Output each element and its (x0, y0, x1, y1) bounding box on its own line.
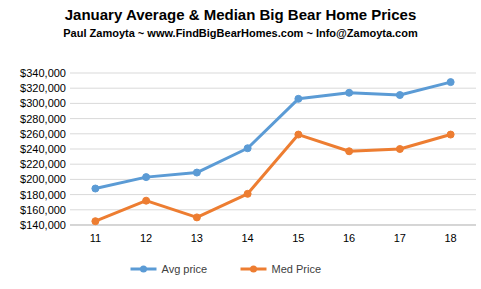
legend-label: Med Price (272, 263, 322, 275)
grid-line (70, 133, 476, 134)
subtitle: Paul Zamoyta ~ www.FindBigBearHomes.com … (63, 27, 418, 39)
legend-marker (250, 266, 257, 273)
y-tick-label: $200,000 (20, 173, 66, 185)
y-tick-label: $300,000 (20, 97, 66, 109)
x-tick-label: 18 (445, 232, 457, 244)
grid-line (70, 149, 476, 150)
grid-line (70, 194, 476, 195)
point (396, 146, 403, 153)
point (396, 92, 403, 99)
series-line (95, 135, 450, 222)
grid-line (70, 118, 476, 119)
chart: January Average & Median Big Bear Home P… (0, 0, 481, 289)
point (92, 185, 99, 192)
legend-marker (140, 266, 147, 273)
x-axis (70, 225, 476, 226)
title: January Average & Median Big Bear Home P… (65, 6, 417, 23)
x-tick-label: 17 (394, 232, 406, 244)
point (193, 214, 200, 221)
plot-area (92, 79, 454, 225)
grid-line (70, 103, 476, 104)
y-tick-label: $280,000 (20, 113, 66, 125)
point (447, 131, 454, 138)
grid-line (70, 73, 476, 74)
y-tick-label: $160,000 (20, 204, 66, 216)
grid-line (70, 88, 476, 89)
y-tick-label: $260,000 (20, 128, 66, 140)
point (143, 174, 150, 181)
y-tick-label: $240,000 (20, 143, 66, 155)
x-tick-label: 13 (191, 232, 203, 244)
series-line (95, 82, 450, 188)
x-tick-label: 16 (343, 232, 355, 244)
point (295, 131, 302, 138)
point (92, 218, 99, 225)
background (0, 0, 481, 289)
point (295, 95, 302, 102)
y-tick-label: $140,000 (20, 219, 66, 231)
x-tick-label: 14 (242, 232, 254, 244)
point (193, 169, 200, 176)
x-tick-label: 15 (292, 232, 304, 244)
grid-line (70, 209, 476, 210)
y-tick-label: $180,000 (20, 189, 66, 201)
point (346, 89, 353, 96)
y-tick-label: $320,000 (20, 82, 66, 94)
legend-label: Avg price (162, 263, 208, 275)
point (244, 145, 251, 152)
x-tick-label: 12 (140, 232, 152, 244)
point (244, 190, 251, 197)
y-tick-label: $220,000 (20, 158, 66, 170)
grid-line (70, 225, 476, 226)
point (346, 148, 353, 155)
y-tick-label: $340,000 (20, 67, 66, 79)
point (143, 197, 150, 204)
x-tick-label: 11 (90, 232, 101, 244)
legend: Avg price Med Price (131, 263, 322, 275)
point (447, 79, 454, 86)
